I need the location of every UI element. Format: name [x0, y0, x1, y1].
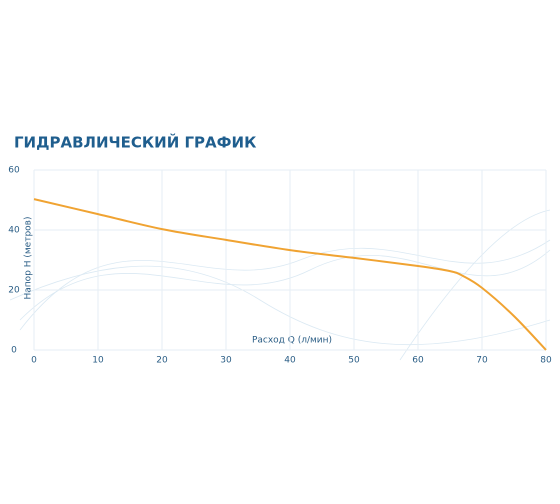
wave: [9, 265, 551, 345]
x-tick-label: 70: [476, 356, 488, 366]
x-tick-label: 50: [348, 356, 360, 366]
x-tick-label: 0: [31, 356, 37, 366]
background-waves: [9, 209, 551, 361]
y-tick-label: 40: [8, 226, 20, 236]
x-tick-label: 60: [412, 356, 424, 366]
chart-title: ГИДРАВЛИЧЕСКИЙ ГРАФИК: [14, 133, 257, 152]
x-tick-label: 80: [540, 356, 552, 366]
y-tick-label: 0: [11, 346, 17, 356]
wave: [399, 209, 551, 361]
y-tick-label: 60: [8, 166, 20, 176]
x-axis-label: Расход Q (л/мин): [252, 336, 332, 346]
x-tick-label: 40: [284, 356, 296, 366]
line: [33, 198, 547, 351]
x-tick-label: 30: [220, 356, 232, 366]
x-tick-label: 10: [92, 356, 104, 366]
y-axis-label: Напор Н (метров): [24, 217, 34, 300]
y-tick-label: 20: [8, 286, 20, 296]
wave: [19, 239, 551, 331]
wave: [19, 249, 551, 321]
x-tick-label: 20: [156, 356, 168, 366]
